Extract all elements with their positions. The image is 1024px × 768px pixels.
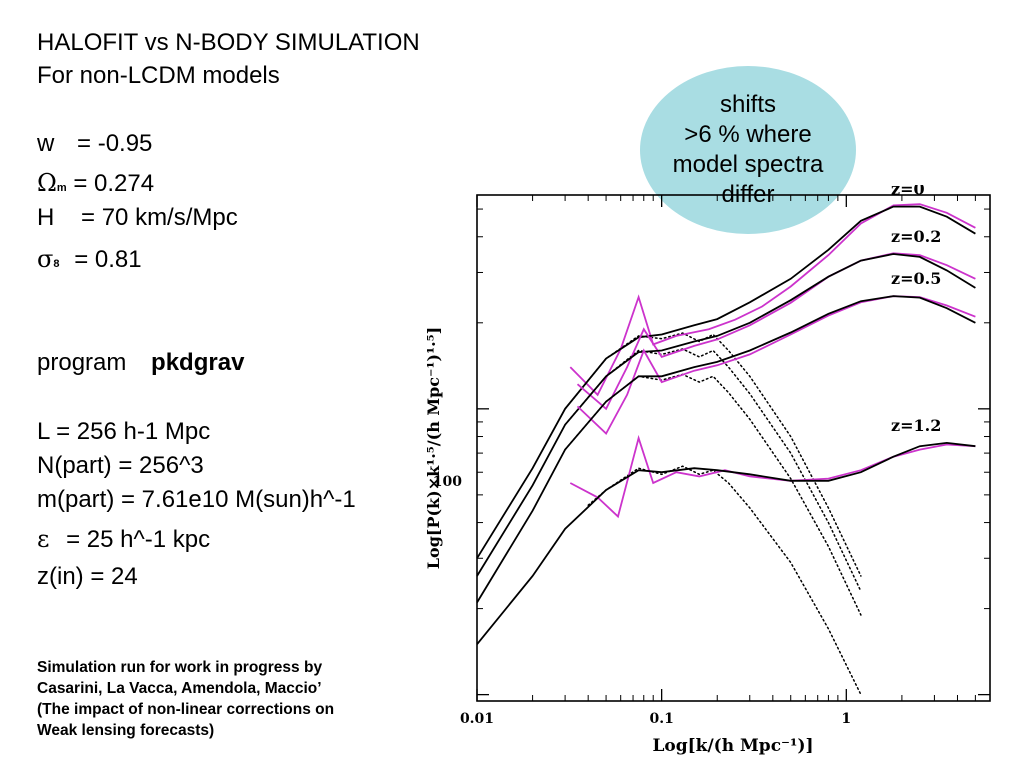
credit-note: Simulation run for work in progress by C… — [37, 657, 427, 741]
x-tick-label: 0.1 — [649, 711, 673, 727]
param-sigma8-value: = 0.81 — [74, 246, 142, 273]
param-omega-m: Ωm = 0.274 — [37, 169, 154, 202]
series-label-zz12: z=1.2 — [891, 416, 941, 435]
sim-initial-redshift: z(in) = 24 — [37, 563, 138, 590]
x-axis-label: Log[k/(h Mpc⁻¹)] — [652, 736, 813, 756]
credit-line: Casarini, La Vacca, Amendola, Maccio’ — [37, 680, 322, 697]
nbody-curve-zz05 — [576, 295, 976, 435]
param-w-label: w — [37, 130, 55, 157]
halofit-curve-zz12 — [476, 441, 976, 645]
nbody-curve-zz0 — [569, 203, 976, 397]
halofit-curve-zz02 — [476, 253, 976, 577]
linear-curve-zz02 — [564, 348, 862, 593]
program-line: program pkdgrav — [37, 349, 244, 377]
halofit-curve-zz05 — [476, 295, 976, 603]
credit-line: Weak lensing forecasts) — [37, 722, 215, 739]
plot-frame — [476, 194, 991, 702]
callout-line: model spectra — [672, 151, 824, 178]
param-h-value: = 70 km/s/Mpc — [81, 204, 238, 231]
series-label-zz02: z=0.2 — [891, 227, 941, 246]
param-w-value: = -0.95 — [77, 130, 153, 157]
power-spectrum-chart: 0.01 0.1 1 100 Log[k/(h Mpc⁻¹)] Log[P(k)×k… — [424, 185, 991, 756]
param-h: H = 70 km/s/Mpc — [37, 204, 238, 232]
sigma-symbol: σ — [37, 245, 54, 273]
x-tick-label: 1 — [841, 711, 851, 727]
slide-title-line2: For non-LCDM models — [37, 62, 280, 89]
x-tick-label: 0.01 — [460, 711, 494, 727]
linear-curve-zz05 — [564, 373, 862, 616]
program-label: program — [37, 349, 127, 376]
epsilon-symbol: ε — [37, 525, 50, 553]
sim-particle-mass: m(part) = 7.61e10 M(sun)h^-1 — [37, 486, 356, 513]
nbody-curve-zz02 — [576, 252, 976, 411]
halofit-curve-zz0 — [476, 205, 976, 559]
param-w: w = -0.95 — [37, 130, 152, 158]
linear-curve-zz12 — [587, 465, 862, 696]
slide-title-line1: HALOFIT vs N-BODY SIMULATION — [37, 29, 420, 56]
sigma-subscript: 8 — [53, 258, 60, 270]
sim-softening-value: = 25 h^-1 kpc — [59, 526, 211, 553]
param-sigma8: σ8 = 0.81 — [37, 245, 142, 278]
program-name: pkdgrav — [151, 349, 245, 376]
y-tick-label: 100 — [433, 474, 462, 490]
credit-line: Simulation run for work in progress by — [37, 659, 323, 676]
callout-line: shifts — [719, 91, 776, 118]
param-omega-m-value: = 0.274 — [73, 170, 155, 197]
series-label-zz05: z=0.5 — [891, 269, 941, 288]
series-label-zz0: z=0 — [891, 185, 925, 199]
credit-line: (The impact of non-linear corrections on — [37, 701, 335, 718]
param-h-label: H — [37, 204, 55, 231]
omega-subscript: m — [56, 182, 67, 194]
sim-softening: ε = 25 h^-1 kpc — [37, 525, 210, 554]
callout-line: >6 % where — [684, 121, 812, 148]
y-axis-label: Log[P(k)×k¹·⁵/(h Mpc⁻¹)¹·⁵] — [424, 327, 443, 569]
sim-particle-count: N(part) = 256^3 — [37, 452, 204, 479]
sim-box-length: L = 256 h-1 Mpc — [37, 418, 211, 445]
omega-symbol: Ω — [37, 169, 57, 197]
